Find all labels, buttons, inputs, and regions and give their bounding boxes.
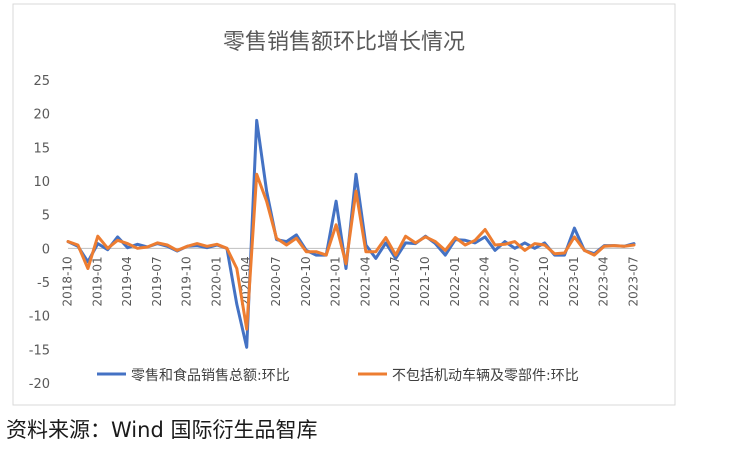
y-tick-label: -10 — [29, 310, 50, 325]
x-tick-label: 2021-01 — [329, 256, 343, 306]
series-line-ex-auto — [66, 172, 636, 331]
y-tick-label: -15 — [29, 343, 50, 358]
x-tick-label: 2019-04 — [120, 256, 134, 306]
x-tick-label: 2023-04 — [597, 256, 611, 306]
x-tick-label: 2023-01 — [567, 256, 581, 306]
x-tick-label: 2018-10 — [61, 256, 75, 306]
x-tick-label: 2022-01 — [448, 256, 462, 306]
x-tick-label: 2019-07 — [150, 256, 164, 306]
y-tick-label: -5 — [37, 276, 50, 291]
x-tick-label: 2019-01 — [90, 256, 104, 306]
y-tick-label: -20 — [29, 377, 50, 392]
y-tick-label: 15 — [33, 141, 50, 156]
x-tick-label: 2022-10 — [537, 256, 551, 306]
x-tick-label: 2023-07 — [627, 256, 641, 306]
x-tick-label: 2021-07 — [388, 256, 402, 306]
chart-title: 零售销售额环比增长情况 — [223, 30, 465, 55]
y-tick-label: 0 — [42, 242, 50, 257]
x-tick-label: 2022-07 — [507, 256, 521, 306]
legend: 零售和食品销售总额:环比 不包括机动车辆及零部件:环比 — [97, 367, 579, 384]
y-tick-label: 5 — [42, 209, 50, 224]
y-tick-label: 25 — [33, 74, 50, 89]
legend-label-retail-total: 零售和食品销售总额:环比 — [131, 367, 290, 384]
x-tick-label: 2020-01 — [209, 256, 223, 306]
x-tick-label: 2020-07 — [269, 256, 283, 306]
x-tick-label: 2019-10 — [180, 256, 194, 306]
x-tick-label: 2021-10 — [418, 256, 432, 306]
chart-frame — [12, 3, 676, 406]
x-axis: 2018-10 2019-01 2019-04 2019-07 2019-10 2020-… — [61, 247, 641, 306]
x-tick-label: 2021-04 — [358, 256, 372, 306]
y-tick-label: 10 — [33, 175, 50, 190]
x-tick-label: 2022-04 — [478, 256, 492, 306]
x-tick-label: 2020-10 — [299, 256, 313, 306]
y-axis: 25 20 15 10 5 0 -5 -10 -15 -20 — [29, 74, 50, 392]
source-note: 资料来源：Wind 国际衍生品智库 — [6, 418, 318, 442]
legend-label-ex-auto: 不包括机动车辆及零部件:环比 — [392, 367, 579, 384]
y-tick-label: 20 — [33, 108, 50, 123]
series-layer — [66, 118, 636, 349]
chart: 零售销售额环比增长情况 25 20 15 10 5 0 -5 -10 -15 -20 2018-1… — [12, 3, 676, 406]
